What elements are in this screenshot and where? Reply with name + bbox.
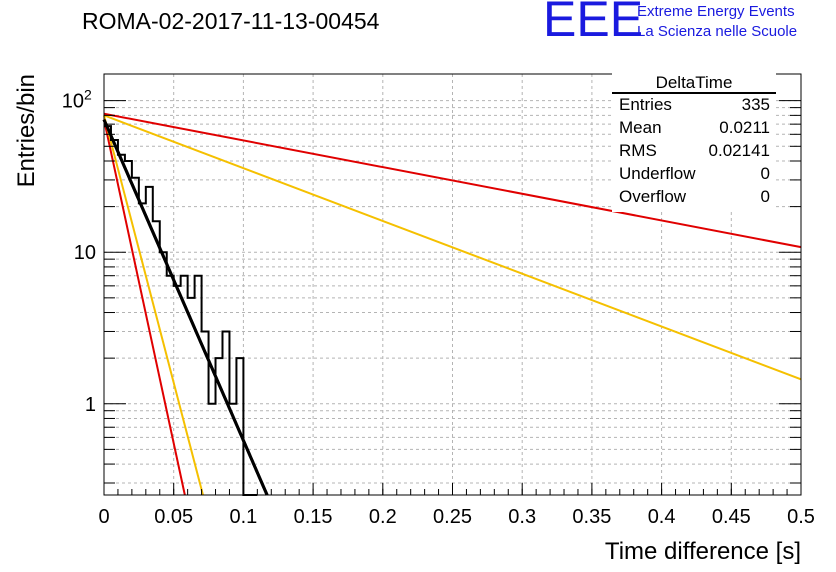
y-axis-label: Entries/bin	[13, 74, 40, 187]
stats-label: Mean	[619, 118, 662, 137]
x-tick-label: 0.4	[648, 506, 676, 528]
series-line-4	[103, 112, 802, 249]
y-tick-label: 10	[62, 91, 84, 113]
stats-value: 0.0211	[719, 118, 770, 137]
stats-value: 0.02141	[709, 141, 770, 160]
plot-title: ROMA-02-2017-11-13-00454	[82, 8, 380, 34]
stats-label: Entries	[619, 95, 672, 114]
logo-line-2: La Scienza nelle Scuole	[637, 23, 798, 40]
x-axis-label: Time difference [s]	[605, 538, 801, 565]
stats-box: DeltaTime Entries 335 Mean 0.0211 RMS 0.02141…	[612, 72, 776, 212]
axis-layer: 0 0.05 0.1 0.15 0.2 0.25 0.3 0.35 0.4 0.45 0.5 1 10 1…	[62, 87, 815, 528]
series-line-1	[103, 119, 186, 496]
stats-value: 0	[761, 164, 770, 183]
fit-line	[102, 119, 269, 496]
x-tick-label: 0.5	[787, 506, 815, 528]
y-tick-label: 1	[85, 394, 96, 416]
x-tick-label: 0.1	[229, 506, 257, 528]
x-tick-label: 0.15	[294, 506, 333, 528]
series-line-2	[103, 115, 204, 496]
stats-label: Underflow	[619, 164, 696, 183]
logo-line-1: Extreme Energy Events	[637, 3, 795, 20]
x-tick-label: 0.25	[433, 506, 472, 528]
y-tick-label: 10	[74, 242, 96, 264]
eee-logo: EEE	[543, 0, 644, 47]
x-tick-label: 0.45	[712, 506, 751, 528]
stats-label: Overflow	[619, 187, 687, 206]
series-line-3	[103, 114, 802, 381]
stats-value: 335	[742, 95, 770, 114]
stats-label: RMS	[619, 141, 657, 160]
grid-layer	[104, 74, 801, 495]
x-tick-label: 0.05	[154, 506, 193, 528]
x-tick-label: 0.35	[572, 506, 611, 528]
histogram-layer	[102, 119, 269, 496]
stats-title: DeltaTime	[656, 73, 733, 92]
y-tick-exponent: 2	[84, 87, 92, 103]
x-tick-label: 0.2	[369, 506, 397, 528]
x-tick-label: 0	[98, 506, 109, 528]
stats-value: 0	[761, 187, 770, 206]
histogram-outline	[104, 125, 258, 496]
x-tick-label: 0.3	[508, 506, 536, 528]
